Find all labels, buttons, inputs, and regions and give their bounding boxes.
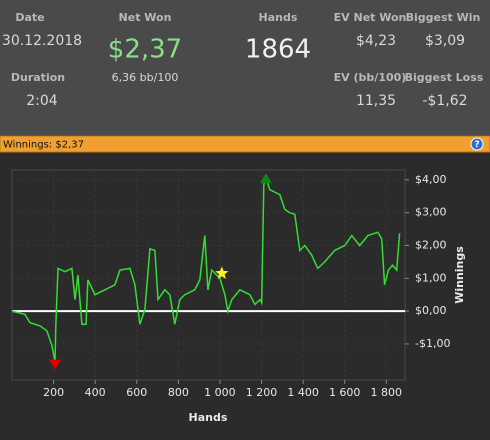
marker <box>215 266 229 279</box>
x-tick-label: 1 400 <box>287 386 319 399</box>
y-axis-label: Winnings <box>453 246 466 304</box>
y-tick-label: -$1,00 <box>415 337 450 350</box>
stat-value: -$1,62 <box>422 93 467 109</box>
x-tick-label: 200 <box>43 386 64 399</box>
x-axis-label: Hands <box>189 411 228 424</box>
help-icon-text[interactable]: ? <box>474 140 479 150</box>
stat-label: Date <box>15 11 44 24</box>
panel-title: Winnings: $2,37 <box>3 140 84 151</box>
marker <box>49 359 61 370</box>
stat-label: Duration <box>11 71 65 84</box>
stat-value: 30.12.2018 <box>2 33 82 49</box>
x-tick-label: 400 <box>85 386 106 399</box>
stat-label: Biggest Loss <box>405 71 484 84</box>
marker <box>259 173 272 184</box>
stat-label: EV Net Won <box>334 11 407 24</box>
y-tick-label: $3,00 <box>415 206 447 219</box>
stat-value: 1864 <box>245 35 311 65</box>
y-tick-label: $2,00 <box>415 238 447 251</box>
y-tick-label: $1,00 <box>415 271 447 284</box>
x-tick-label: 600 <box>126 386 147 399</box>
winnings-line <box>11 175 401 363</box>
y-tick-label: $4,00 <box>415 173 447 186</box>
x-tick-label: 1 200 <box>246 386 278 399</box>
stat-value: 2:04 <box>26 93 58 109</box>
stat-label: Biggest Win <box>406 11 481 24</box>
x-tick-label: 800 <box>168 386 189 399</box>
stats-header <box>0 0 490 135</box>
plot-area <box>11 169 406 381</box>
x-tick-label: 1 600 <box>329 386 361 399</box>
stat-value: 11,35 <box>356 93 396 109</box>
stat-label: Hands <box>259 11 298 24</box>
y-tick-label: $0,00 <box>415 304 447 317</box>
stat-label: Net Won <box>119 11 172 24</box>
stat-value: $2,37 <box>108 35 182 65</box>
stat-label: EV (bb/100) <box>334 71 407 84</box>
stat-value: $3,09 <box>425 33 465 49</box>
panel-bar <box>0 135 490 153</box>
x-tick-label: 1 000 <box>204 386 236 399</box>
help-icon[interactable] <box>470 137 484 151</box>
stat-value: 6,36 bb/100 <box>112 71 179 84</box>
stat-value: $4,23 <box>356 33 396 49</box>
x-tick-label: 1 800 <box>371 386 403 399</box>
